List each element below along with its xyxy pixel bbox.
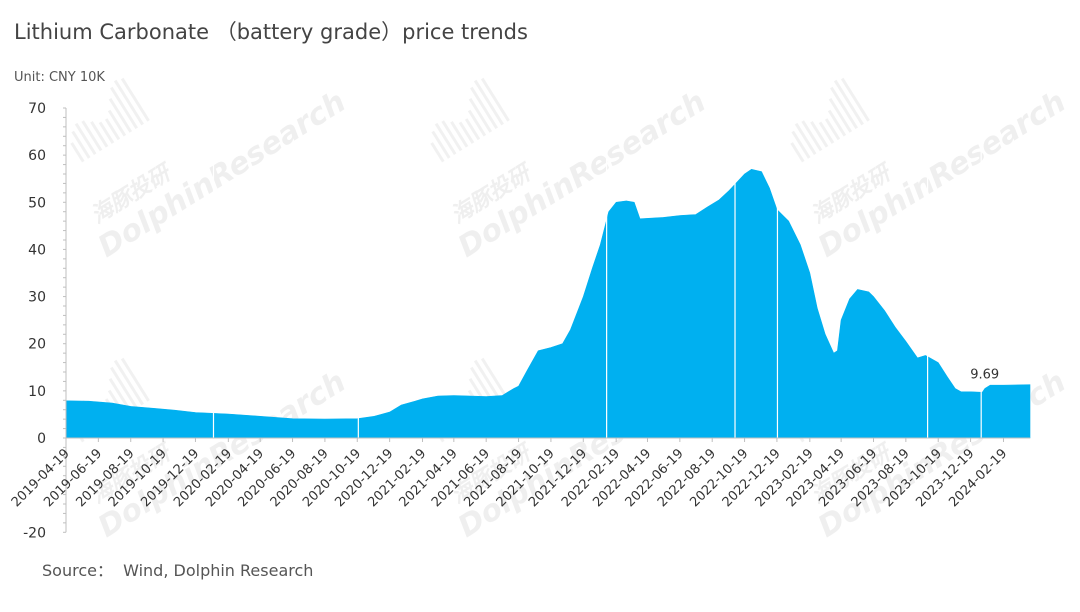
y-tick-label: 70 (28, 101, 46, 117)
watermark-brand-en: DolphinResearch (92, 84, 352, 265)
unit-label: Unit: CNY 10K (14, 70, 105, 85)
data-label: 9.69 (970, 367, 999, 382)
watermark-brand-en: DolphinResearch (812, 84, 1072, 265)
chart-title: Lithium Carbonate （battery grade）price t… (14, 20, 528, 44)
y-tick-label: 20 (28, 337, 46, 353)
y-tick-label: 0 (37, 431, 46, 447)
y-tick-label: 40 (28, 242, 46, 258)
y-tick-label: 50 (28, 195, 46, 211)
axis-layer (63, 107, 1030, 533)
annotation-layer: 9.69 (970, 367, 999, 382)
y-tick-label: 60 (28, 148, 46, 164)
source-note: Source： Wind, Dolphin Research (42, 561, 314, 580)
series-area-layer (65, 103, 1031, 439)
y-tick-labels: -20 0 10 20 30 40 50 60 70 (23, 101, 46, 541)
series-area (65, 168, 1031, 439)
y-tick-label: 30 (28, 290, 46, 306)
y-tick-label: 10 (28, 384, 46, 400)
y-tick-label: -20 (23, 525, 46, 541)
